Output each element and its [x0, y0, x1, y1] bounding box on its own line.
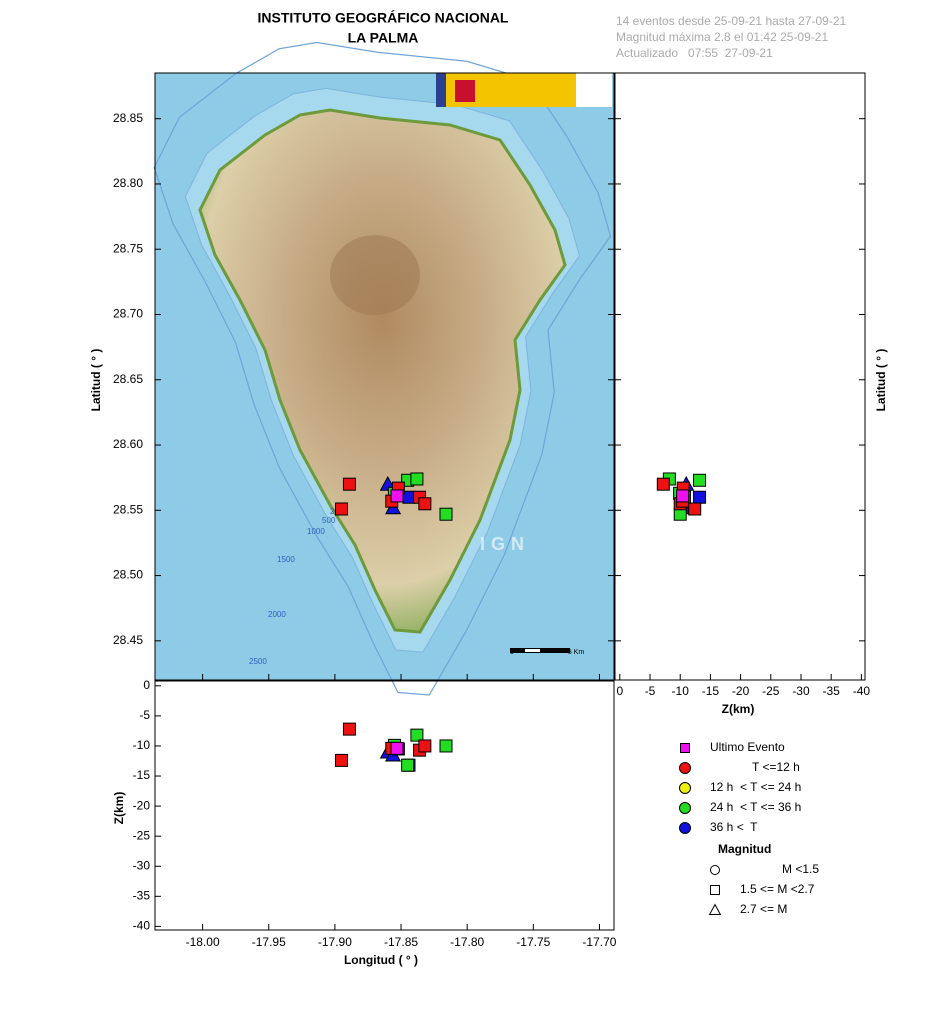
event-map [439, 507, 453, 521]
y-tick-label: 28.70 [113, 307, 143, 321]
x-tick-label: -17.85 [384, 935, 418, 949]
x-tick-label: -17.70 [582, 935, 616, 949]
event-lon-depth [418, 739, 432, 753]
z-axis-label: Z(km) [112, 792, 126, 825]
z-tick-label: -35 [133, 888, 151, 902]
info-line: Magnitud máxima 2.8 el 01:42 25-09-21 [616, 30, 828, 44]
legend-label: T <=12 h [752, 760, 800, 774]
y-tick-label: 28.50 [113, 568, 143, 582]
z-tick-label: -25 [762, 684, 780, 698]
y-tick-label: 28.75 [113, 241, 143, 255]
z-tick-label: -30 [133, 858, 151, 872]
map-frame [154, 72, 615, 681]
bathymetry-label: 1000 [307, 527, 325, 536]
scale-label: 5 Km [568, 649, 585, 656]
event-depth-lat [656, 477, 670, 491]
event-lon-depth [335, 753, 349, 767]
y-tick-label: 28.85 [113, 111, 143, 125]
z-tick-label: -20 [732, 684, 750, 698]
y-axis-label: Latitud ( ° ) [874, 349, 888, 412]
z-tick-label: 0 [616, 684, 623, 698]
legend-marker [710, 865, 720, 875]
x-axis-label: Longitud ( ° ) [344, 953, 418, 967]
event-lon-depth [390, 741, 404, 755]
legend-label: M <1.5 [782, 862, 819, 876]
legend-marker [679, 802, 691, 814]
y-tick-label: 28.55 [113, 502, 143, 516]
legend-marker [679, 822, 691, 834]
y-tick-label: 28.45 [113, 633, 143, 647]
legend-marker [679, 762, 691, 774]
event-lon-depth [410, 728, 424, 742]
z-tick-label: -15 [133, 768, 151, 782]
watermark: IGN [480, 534, 530, 554]
bathymetry-label: 500 [322, 516, 336, 525]
event-lon-depth [401, 758, 415, 772]
event-depth-lat [688, 502, 702, 516]
scale-label: 0 [510, 649, 514, 656]
lon-depth-frame [154, 680, 615, 931]
y-tick-label: 28.60 [113, 437, 143, 451]
legend-label: Ultimo Evento [710, 740, 785, 754]
legend-marker [710, 885, 720, 895]
event-depth-lat [676, 489, 690, 503]
bathymetry-label: 2000 [268, 610, 286, 619]
x-tick-label: -18.00 [186, 935, 220, 949]
event-map [335, 502, 349, 516]
event-map [410, 472, 424, 486]
event-lon-depth [342, 722, 356, 736]
legend-marker [679, 782, 691, 794]
event-depth-lat [693, 490, 707, 504]
z-tick-label: -35 [823, 684, 841, 698]
z-tick-label: -5 [645, 684, 656, 698]
event-map [418, 497, 432, 511]
map-background [153, 41, 614, 696]
z-tick-label: -40 [133, 919, 151, 933]
event-map [342, 477, 356, 491]
x-tick-label: -17.75 [516, 935, 550, 949]
y-axis-label: Latitud ( ° ) [89, 349, 103, 412]
legend-title: Magnitud [718, 842, 771, 856]
info-line: 14 eventos desde 25-09-21 hasta 27-09-21 [616, 14, 846, 28]
z-tick-label: 0 [143, 678, 150, 692]
x-tick-label: -17.95 [252, 935, 286, 949]
legend-label: 2.7 <= M [740, 902, 787, 916]
legend-marker [708, 903, 722, 915]
subtitle: LA PALMA [348, 30, 419, 46]
z-tick-label: -30 [792, 684, 810, 698]
y-tick-label: 28.80 [113, 176, 143, 190]
legend-marker [680, 743, 690, 753]
depth-lat-frame [614, 72, 866, 681]
event-depth-lat [693, 473, 707, 487]
z-tick-label: -10 [133, 738, 151, 752]
info-line: Actualizado 07:55 27-09-21 [616, 46, 773, 60]
bathymetry-label: 2500 [249, 657, 267, 666]
z-tick-label: -20 [133, 798, 151, 812]
y-tick-label: 28.65 [113, 372, 143, 386]
z-tick-label: -5 [139, 708, 150, 722]
z-tick-label: -40 [853, 684, 871, 698]
legend-label: 12 h < T <= 24 h [710, 780, 801, 794]
x-tick-label: -17.80 [450, 935, 484, 949]
z-tick-label: -10 [672, 684, 690, 698]
event-lon-depth [439, 739, 453, 753]
title: INSTITUTO GEOGRÁFICO NACIONAL [258, 10, 509, 26]
event-map [390, 489, 404, 503]
x-tick-label: -17.90 [318, 935, 352, 949]
legend-label: 24 h < T <= 36 h [710, 800, 801, 814]
legend-label: 36 h < T [710, 820, 758, 834]
z-axis-label: Z(km) [722, 702, 755, 716]
z-tick-label: -15 [702, 684, 720, 698]
legend-label: 1.5 <= M <2.7 [740, 882, 815, 896]
z-tick-label: -25 [133, 828, 151, 842]
bathymetry-label: 1500 [277, 555, 295, 564]
